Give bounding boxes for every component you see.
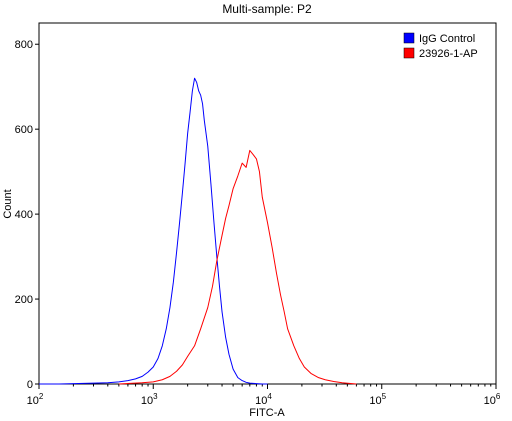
plot-area bbox=[38, 22, 497, 385]
legend-swatch bbox=[403, 47, 415, 59]
y-tick-label: 600 bbox=[15, 124, 33, 136]
y-tick-label: 200 bbox=[15, 294, 33, 306]
series-line-2 bbox=[118, 149, 357, 385]
y-axis: 0 200 400 600 800 bbox=[15, 39, 39, 391]
y-tick-label: 400 bbox=[15, 209, 33, 221]
chart-title: Multi-sample: P2 bbox=[222, 2, 312, 16]
series-group bbox=[39, 77, 357, 385]
x-axis: 102 103 104 105 106 bbox=[27, 384, 501, 407]
x-tick-label: 104 bbox=[255, 392, 272, 407]
legend-label: 23926-1-AP bbox=[419, 48, 478, 60]
y-tick-label: 0 bbox=[27, 379, 33, 391]
x-tick-label: 102 bbox=[27, 392, 44, 407]
x-tick-label: 105 bbox=[369, 392, 386, 407]
legend: IgG Control 23926-1-AP bbox=[403, 32, 478, 60]
legend-label: IgG Control bbox=[419, 33, 475, 45]
y-tick-label: 800 bbox=[15, 39, 33, 51]
series-line-1 bbox=[39, 77, 268, 385]
x-tick-label: 103 bbox=[141, 392, 158, 407]
legend-swatch bbox=[403, 32, 415, 44]
x-axis-label: FITC-A bbox=[249, 407, 285, 419]
y-axis-label: Count bbox=[2, 189, 14, 218]
x-tick-label: 106 bbox=[484, 392, 501, 407]
